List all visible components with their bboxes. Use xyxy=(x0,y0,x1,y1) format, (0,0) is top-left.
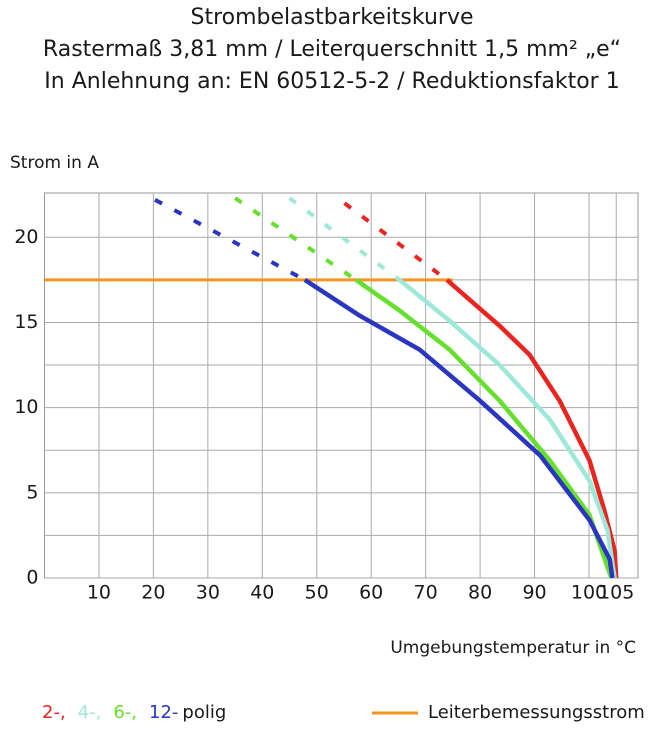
x-tick-label: 20 xyxy=(141,582,165,604)
legend-suffix: polig xyxy=(182,702,226,723)
y-tick-label: 15 xyxy=(14,311,38,333)
x-tick-label: 70 xyxy=(414,582,438,604)
title-line: Strombelastbarkeitskurve xyxy=(190,5,473,30)
title-line: In Anlehnung an: EN 60512-5-2 / Reduktio… xyxy=(44,69,619,94)
series-line xyxy=(354,278,614,579)
x-tick-label: 90 xyxy=(522,582,546,604)
title-line: Rastermaß 3,81 mm / Leiterquerschnitt 1,… xyxy=(43,37,621,62)
series-line xyxy=(445,278,619,579)
legend-entry: 2-, xyxy=(42,702,66,723)
x-tick-label: 60 xyxy=(359,582,383,604)
y-axis-label: Strom in A xyxy=(10,153,99,173)
extrapolated-line xyxy=(343,201,449,282)
extrapolated-line xyxy=(154,198,306,282)
series-line xyxy=(398,278,617,579)
extrapolated-line xyxy=(233,196,358,282)
legend-entry: Leiterbemessungsstrom xyxy=(428,702,645,723)
x-tick-label: 10 xyxy=(87,582,111,604)
x-tick-label: 30 xyxy=(196,582,220,604)
x-tick-label: 50 xyxy=(305,582,329,604)
x-axis-label: Umgebungstemperatur in °C xyxy=(390,638,636,658)
x-tick-label: 105 xyxy=(598,582,634,604)
legend-entry: 4-, xyxy=(78,702,102,723)
x-tick-label: 100 xyxy=(571,582,607,604)
extrapolated-line xyxy=(288,196,401,282)
legend-entry: 6-, xyxy=(113,702,137,723)
y-tick-label: 5 xyxy=(26,481,38,503)
y-tick-label: 0 xyxy=(26,567,38,589)
x-tick-label: 80 xyxy=(468,582,492,604)
y-tick-label: 20 xyxy=(14,226,38,248)
legend-entry: 12- xyxy=(149,702,178,723)
series-line xyxy=(303,278,615,579)
x-tick-label: 40 xyxy=(250,582,274,604)
y-tick-label: 10 xyxy=(14,396,38,418)
